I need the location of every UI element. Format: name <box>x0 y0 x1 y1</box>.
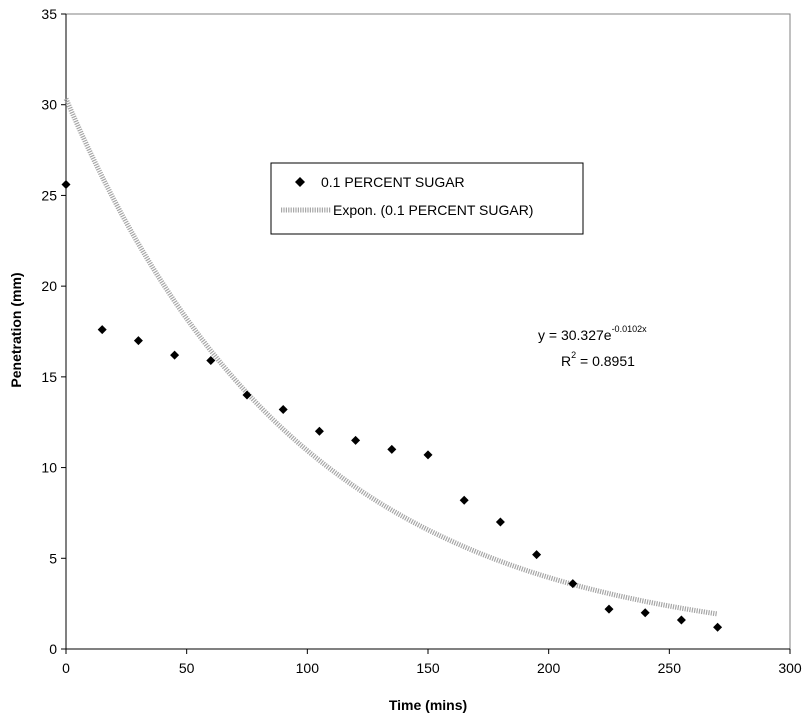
x-tick-label: 250 <box>658 660 682 676</box>
legend-label-trendline: Expon. (0.1 PERCENT SUGAR) <box>333 202 533 218</box>
data-point-diamond <box>278 405 288 415</box>
data-point-diamond <box>351 435 361 445</box>
x-axis-title: Time (mins) <box>389 697 467 713</box>
y-axis-title: Penetration (mm) <box>8 272 24 387</box>
data-point-diamond <box>676 615 686 625</box>
data-point-diamond <box>314 426 324 436</box>
data-point-diamond <box>568 579 578 589</box>
data-point-diamond <box>61 180 71 190</box>
x-tick-label: 100 <box>296 660 320 676</box>
y-tick-label: 35 <box>41 6 57 22</box>
r-squared-line: R2 = 0.8951 <box>561 350 635 369</box>
trendline-equation: y = 30.327e-0.0102x R2 = 0.8951 <box>538 324 647 369</box>
y-axis-ticks: 0 5 10 15 20 25 30 35 <box>41 6 66 657</box>
data-point-diamond <box>640 608 650 618</box>
data-point-diamond <box>170 350 180 360</box>
x-tick-label: 200 <box>537 660 561 676</box>
data-point-diamond <box>133 336 143 346</box>
data-point-diamond <box>206 356 216 366</box>
y-tick-label: 15 <box>41 369 57 385</box>
y-tick-label: 20 <box>41 278 57 294</box>
data-point-diamond <box>532 550 542 560</box>
y-tick-label: 30 <box>41 97 57 113</box>
data-points <box>61 180 723 632</box>
y-tick-label: 5 <box>49 550 57 566</box>
x-tick-label: 0 <box>62 660 70 676</box>
x-tick-label: 50 <box>179 660 195 676</box>
data-point-diamond <box>387 444 397 454</box>
data-point-diamond <box>604 604 614 614</box>
legend-box <box>270 162 584 235</box>
data-point-diamond <box>713 622 723 632</box>
plot-area <box>65 13 791 650</box>
legend-diamond-icon <box>295 177 305 187</box>
data-point-diamond <box>242 390 252 400</box>
data-point-diamond <box>495 517 505 527</box>
x-tick-label: 300 <box>778 660 802 676</box>
x-axis-ticks: 0 50 100 150 200 250 300 <box>62 649 802 676</box>
y-tick-label: 10 <box>41 460 57 476</box>
data-point-diamond <box>459 495 469 505</box>
data-point-diamond <box>97 325 107 335</box>
y-tick-label: 25 <box>41 187 57 203</box>
data-point-diamond <box>423 450 433 460</box>
legend: 0.1 PERCENT SUGAR Expon. (0.1 PERCENT SU… <box>270 162 584 235</box>
equation-line: y = 30.327e-0.0102x <box>538 324 647 343</box>
legend-label-series: 0.1 PERCENT SUGAR <box>321 174 465 190</box>
x-tick-label: 150 <box>416 660 440 676</box>
y-tick-label: 0 <box>49 641 57 657</box>
